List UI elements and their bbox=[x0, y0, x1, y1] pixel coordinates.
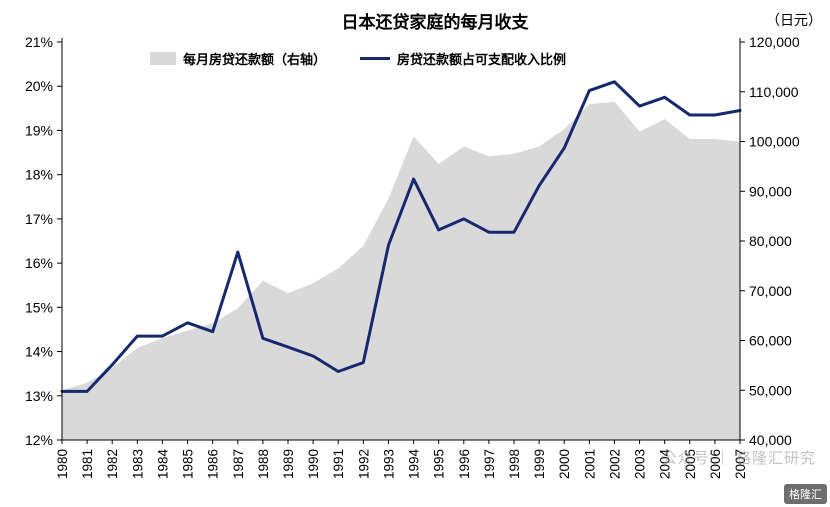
x-tick-label: 2004 bbox=[658, 449, 673, 480]
x-tick-label: 1995 bbox=[432, 449, 447, 479]
x-tick-label: 2006 bbox=[708, 449, 723, 479]
right-tick-label: 60,000 bbox=[749, 333, 792, 349]
left-tick-label: 16% bbox=[25, 255, 53, 271]
left-tick-label: 15% bbox=[25, 299, 53, 315]
watermark: 公众号 ｜ 格隆汇研究 bbox=[661, 450, 816, 467]
legend-line-label: 房贷还款额占可支配收入比例 bbox=[397, 52, 567, 67]
right-tick-label: 100,000 bbox=[749, 134, 800, 150]
left-tick-label: 20% bbox=[25, 78, 53, 94]
x-tick-label: 1999 bbox=[532, 449, 547, 479]
x-tick-label: 1985 bbox=[181, 449, 196, 479]
left-tick-label: 19% bbox=[25, 122, 53, 138]
x-tick-label: 1997 bbox=[482, 449, 497, 479]
right-tick-label: 40,000 bbox=[749, 432, 792, 448]
x-tick-label: 2002 bbox=[607, 449, 622, 479]
x-tick-label: 1993 bbox=[381, 449, 396, 479]
x-tick-label: 1989 bbox=[281, 449, 296, 479]
x-tick-label: 1983 bbox=[130, 449, 145, 479]
legend-item-area: 每月房贷还款额（右轴） bbox=[150, 49, 326, 68]
line-swatch-icon bbox=[360, 57, 391, 60]
x-tick-label: 1984 bbox=[155, 449, 170, 480]
x-tick-label: 1998 bbox=[507, 449, 522, 479]
x-tick-label: 1988 bbox=[256, 449, 271, 479]
right-tick-label: 120,000 bbox=[749, 34, 800, 50]
x-tick-label: 2007 bbox=[733, 449, 748, 479]
x-tick-label: 1994 bbox=[407, 449, 422, 480]
x-tick-label: 1992 bbox=[356, 449, 371, 479]
x-tick-label: 2005 bbox=[683, 449, 698, 479]
x-tick-label: 1980 bbox=[55, 449, 70, 479]
left-tick-label: 21% bbox=[25, 34, 53, 50]
x-tick-label: 2003 bbox=[633, 449, 648, 479]
right-tick-label: 70,000 bbox=[749, 283, 792, 299]
x-tick-label: 1996 bbox=[457, 449, 472, 479]
right-tick-label: 110,000 bbox=[749, 84, 799, 100]
legend-area-label: 每月房贷还款额（右轴） bbox=[183, 52, 327, 67]
left-tick-label: 14% bbox=[25, 344, 53, 360]
x-tick-label: 1981 bbox=[80, 449, 95, 479]
x-tick-label: 1990 bbox=[306, 449, 321, 479]
left-tick-label: 13% bbox=[25, 388, 53, 404]
ratio-line-series bbox=[60, 80, 742, 393]
x-tick-label: 1982 bbox=[105, 449, 120, 479]
gelonghui-logo: 格隆汇 bbox=[784, 484, 827, 504]
right-tick-label: 90,000 bbox=[749, 183, 792, 199]
x-tick-label: 2001 bbox=[582, 449, 597, 479]
x-tick-label: 1986 bbox=[206, 449, 221, 479]
right-tick-label: 80,000 bbox=[749, 233, 792, 249]
chart-title: 日本还贷家庭的每月收支 bbox=[341, 13, 529, 32]
area-swatch-icon bbox=[150, 52, 176, 65]
legend: 每月房贷还款额（右轴） 房贷还款额占可支配收入比例 bbox=[150, 49, 566, 68]
left-tick-label: 17% bbox=[25, 211, 53, 227]
legend-item-line: 房贷还款额占可支配收入比例 bbox=[360, 49, 566, 68]
x-tick-label: 2000 bbox=[557, 449, 572, 479]
right-tick-label: 50,000 bbox=[749, 382, 792, 398]
x-tick-label: 1991 bbox=[331, 449, 346, 479]
left-tick-label: 18% bbox=[25, 167, 53, 183]
x-tick-label: 1987 bbox=[231, 449, 246, 479]
left-tick-label: 12% bbox=[25, 432, 53, 448]
right-axis-unit-label: （日元） bbox=[766, 12, 822, 28]
area-series bbox=[62, 101, 740, 440]
